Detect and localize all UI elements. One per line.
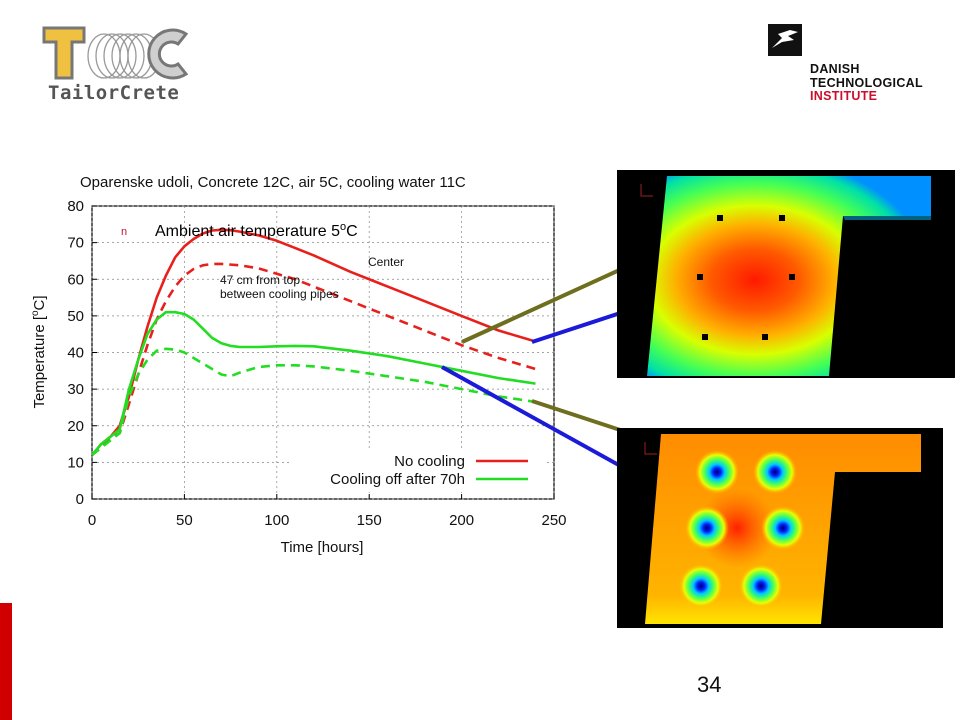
x-tick-label: 150 bbox=[357, 512, 382, 529]
y-tick-label: 50 bbox=[67, 308, 84, 325]
y-tick-label: 70 bbox=[67, 235, 84, 252]
dti-line-1: DANISH bbox=[810, 62, 860, 76]
legend-label: Cooling off after 70h bbox=[330, 471, 465, 488]
x-tick-label: 50 bbox=[176, 512, 193, 529]
series-line-1 bbox=[91, 262, 536, 457]
x-tick-label: 250 bbox=[541, 512, 566, 529]
x-tick-label: 200 bbox=[449, 512, 474, 529]
tailorcrete-logo: TailorCrete bbox=[38, 22, 198, 108]
red-accent-bar bbox=[0, 603, 12, 720]
x-tick-label: 100 bbox=[264, 512, 289, 529]
series-line-2 bbox=[91, 310, 536, 456]
dti-logo: DANISH TECHNOLOGICAL INSTITUTE bbox=[766, 22, 946, 112]
y-tick-label: 30 bbox=[67, 381, 84, 398]
x-axis-label: Time [hours] bbox=[281, 539, 364, 556]
legend-label: No cooling bbox=[394, 453, 465, 470]
dti-bird-icon bbox=[768, 24, 802, 56]
y-tick-label: 60 bbox=[67, 271, 84, 288]
bullet-text: Ambient air temperature 5oC bbox=[155, 221, 358, 240]
cooling-pipes bbox=[679, 450, 805, 608]
cooling-pipe-markers bbox=[697, 215, 795, 340]
y-axis-label: Temperature [oC] bbox=[30, 295, 48, 408]
tailorcrete-wordmark: TailorCrete bbox=[48, 82, 180, 104]
legend-background bbox=[290, 448, 546, 492]
annotation-center: Center bbox=[368, 255, 404, 269]
page-number: 34 bbox=[697, 672, 722, 697]
bullet-marker: n bbox=[121, 226, 127, 238]
dti-line-2: TECHNOLOGICAL bbox=[810, 76, 923, 90]
y-tick-label: 80 bbox=[67, 198, 84, 215]
simulation-with-cooling bbox=[617, 428, 943, 628]
y-tick-label: 40 bbox=[67, 345, 84, 362]
tailorcrete-mark-icon bbox=[42, 26, 189, 80]
x-tick-label: 0 bbox=[88, 512, 96, 529]
series-line-3 bbox=[91, 347, 536, 457]
y-tick-label: 10 bbox=[67, 454, 84, 471]
dti-line-3: INSTITUTE bbox=[810, 89, 878, 103]
y-tick-label: 0 bbox=[76, 491, 84, 508]
chart-title: Oparenske udoli, Concrete 12C, air 5C, c… bbox=[80, 174, 466, 191]
series-line-0 bbox=[91, 228, 536, 456]
y-tick-label: 20 bbox=[67, 418, 84, 435]
simulation-no-cooling bbox=[617, 170, 955, 378]
annotation-between-pipes: 47 cm from top between cooling pipes bbox=[220, 273, 339, 301]
